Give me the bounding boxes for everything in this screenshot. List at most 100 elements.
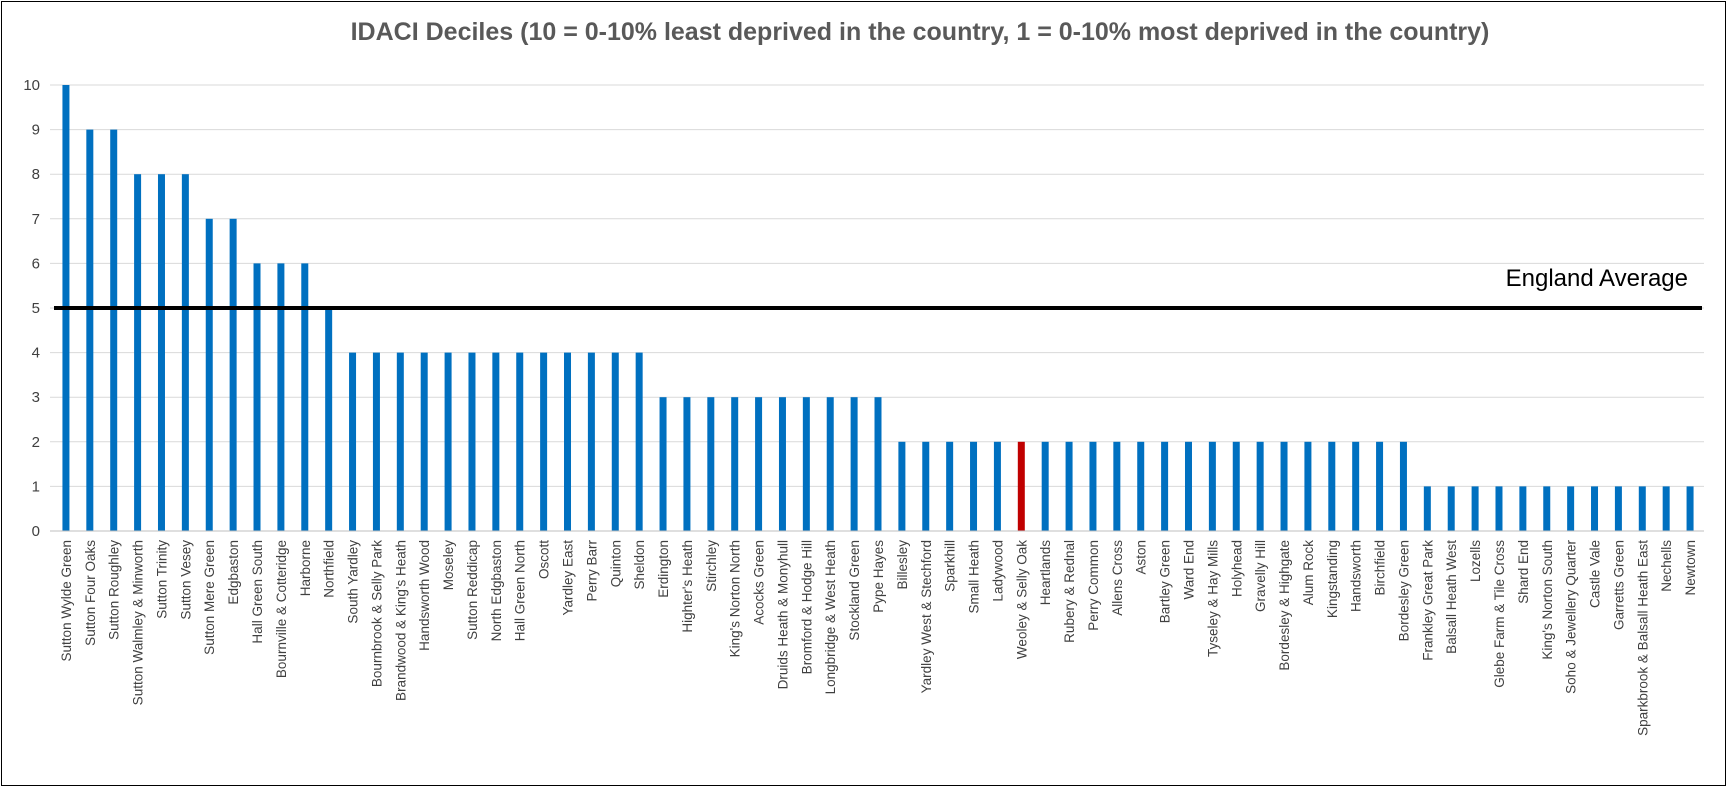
category-label: Alum Rock xyxy=(1301,540,1316,606)
category-label: Heartlands xyxy=(1038,540,1053,606)
bar xyxy=(372,352,380,531)
y-tick-label: 5 xyxy=(32,300,40,317)
category-label: Kingstanding xyxy=(1325,540,1340,618)
bar xyxy=(516,352,524,531)
bar xyxy=(731,397,739,531)
bar xyxy=(229,218,237,532)
category-label: Sutton Four Oaks xyxy=(83,540,98,646)
y-tick-label: 8 xyxy=(32,166,40,183)
category-label: Birchfield xyxy=(1373,540,1388,596)
category-label: Druids Heath & Monyhull xyxy=(775,540,790,689)
y-tick-label: 2 xyxy=(32,434,40,451)
category-label: Gravelly Hill xyxy=(1253,540,1268,612)
category-label: Bartley Green xyxy=(1158,540,1173,623)
bar xyxy=(1304,441,1312,531)
category-label: Sparkbrook & Balsall Heath East xyxy=(1635,540,1650,736)
bar xyxy=(110,129,118,531)
bar xyxy=(778,397,786,531)
category-label: Stirchley xyxy=(704,540,719,592)
bar xyxy=(444,352,452,531)
y-tick-label: 4 xyxy=(32,345,40,362)
category-label: Sutton Roughley xyxy=(107,540,122,640)
category-label: South Yardley xyxy=(346,540,361,624)
category-label: Billesley xyxy=(895,540,910,590)
y-tick-label: 9 xyxy=(32,122,40,139)
bar xyxy=(349,352,357,531)
category-label: Sutton Reddicap xyxy=(465,540,480,640)
category-label: Nechells xyxy=(1659,540,1674,592)
category-label: Edgbaston xyxy=(226,540,241,605)
bar xyxy=(277,263,285,531)
category-label: Hall Green South xyxy=(250,540,265,644)
category-label: Aston xyxy=(1134,540,1149,575)
bar xyxy=(1423,486,1431,531)
category-label: Castle Vale xyxy=(1588,540,1603,608)
category-label: Lozells xyxy=(1468,540,1483,582)
bar xyxy=(420,352,428,531)
category-label: Sutton Walmley & Minworth xyxy=(131,540,146,705)
bar xyxy=(898,441,906,531)
bar xyxy=(540,352,548,531)
bar xyxy=(492,352,500,531)
england-average-label: England Average xyxy=(1506,265,1688,292)
category-label: Harborne xyxy=(298,540,313,596)
category-label: Sparkhill xyxy=(943,540,958,592)
category-label: Quinton xyxy=(608,540,623,587)
category-label: Bromford & Hodge Hill xyxy=(799,540,814,674)
bar xyxy=(1232,441,1240,531)
bar xyxy=(1543,486,1551,531)
chart-title: IDACI Deciles (10 = 0-10% least deprived… xyxy=(351,18,1490,46)
category-label: Ladywood xyxy=(990,540,1005,602)
bar xyxy=(1328,441,1336,531)
category-label: Yardley West & Stechford xyxy=(919,540,934,693)
bar xyxy=(1591,486,1599,531)
category-label: Ward End xyxy=(1181,540,1196,600)
category-label: Sutton Vesey xyxy=(178,540,193,620)
category-label: North Edgbaston xyxy=(489,540,504,641)
bar xyxy=(1352,441,1360,531)
bar xyxy=(1662,486,1670,531)
bar xyxy=(1638,486,1646,531)
bar xyxy=(970,441,978,531)
category-label: Bordesley & Highgate xyxy=(1277,540,1292,671)
bar xyxy=(1137,441,1145,531)
bar xyxy=(683,397,691,531)
category-label: Moseley xyxy=(441,540,456,591)
bar xyxy=(1614,486,1622,531)
bar xyxy=(1686,486,1694,531)
category-label: Glebe Farm & Tile Cross xyxy=(1492,540,1507,688)
category-label: Northfield xyxy=(322,540,337,598)
category-label: Yardley East xyxy=(561,540,576,616)
category-label: Oscott xyxy=(537,540,552,579)
bar xyxy=(922,441,930,531)
bar xyxy=(611,352,619,531)
bar xyxy=(826,397,834,531)
bar xyxy=(1256,441,1264,531)
category-label: Longbridge & West Heath xyxy=(823,540,838,694)
bar xyxy=(1495,486,1503,531)
bar xyxy=(1519,486,1527,531)
bar xyxy=(181,174,189,531)
bar xyxy=(874,397,882,531)
y-tick-label: 1 xyxy=(32,478,40,495)
category-label: Balsall Heath West xyxy=(1444,540,1459,654)
bar xyxy=(86,129,94,531)
bar xyxy=(157,174,165,531)
bar xyxy=(707,397,715,531)
bar xyxy=(1376,441,1384,531)
category-label: Sutton Wylde Green xyxy=(59,540,74,661)
category-label: Pype Hayes xyxy=(871,540,886,613)
category-label: Garretts Green xyxy=(1611,540,1626,630)
bar xyxy=(1017,441,1025,531)
y-tick-label: 0 xyxy=(32,523,40,540)
category-label: Newtown xyxy=(1683,540,1698,596)
x-axis-category-labels: Sutton Wylde Green Sutton Four Oaks Sutton… xyxy=(59,540,1698,736)
bar xyxy=(1447,486,1455,531)
bar xyxy=(802,397,810,531)
bar xyxy=(325,308,333,531)
bar xyxy=(1089,441,1097,531)
bar xyxy=(1113,441,1121,531)
bar xyxy=(850,397,858,531)
